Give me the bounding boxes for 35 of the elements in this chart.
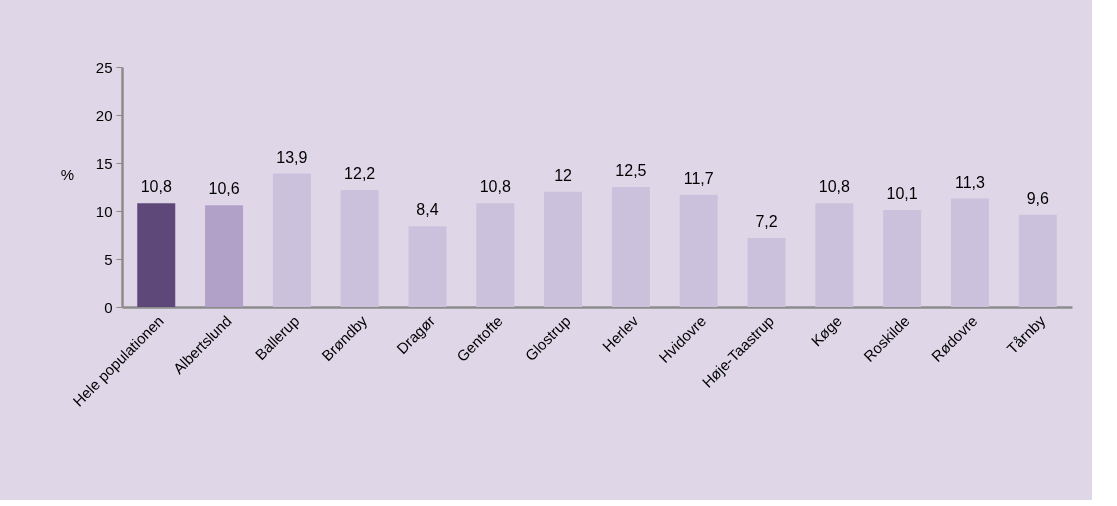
bar bbox=[747, 237, 786, 307]
bar bbox=[1018, 214, 1057, 307]
bar bbox=[340, 189, 379, 307]
data-label: 7,2 bbox=[755, 212, 778, 230]
data-label: 8,4 bbox=[416, 201, 439, 219]
data-label: 12,5 bbox=[615, 162, 647, 179]
data-label: 11,3 bbox=[954, 173, 986, 191]
data-label: 12,2 bbox=[344, 164, 376, 182]
bar bbox=[611, 187, 650, 307]
bar bbox=[205, 205, 244, 307]
bar bbox=[137, 203, 176, 307]
y-tick-label: 15 bbox=[95, 154, 113, 172]
bar bbox=[272, 173, 311, 307]
data-label: 9,6 bbox=[1026, 189, 1049, 207]
data-label: 10,1 bbox=[886, 185, 918, 203]
y-tick-label: 25 bbox=[95, 58, 113, 76]
data-label: 10,8 bbox=[818, 178, 850, 196]
y-tick-label: 5 bbox=[104, 250, 113, 268]
data-label: 10,6 bbox=[208, 180, 240, 198]
bar bbox=[408, 226, 447, 307]
y-tick-label: 20 bbox=[95, 106, 113, 124]
data-label: 13,9 bbox=[276, 148, 308, 166]
y-tick-label: 0 bbox=[104, 298, 113, 316]
bar bbox=[679, 194, 718, 307]
data-label: 10,8 bbox=[140, 178, 172, 196]
bar bbox=[950, 198, 989, 307]
y-tick-label: 10 bbox=[95, 202, 113, 220]
data-label: 12 bbox=[554, 166, 573, 184]
bar bbox=[815, 203, 854, 307]
bar bbox=[883, 210, 922, 307]
bar bbox=[476, 203, 515, 307]
y-axis-title: % bbox=[60, 165, 75, 183]
bar bbox=[544, 191, 583, 307]
data-label: 11,7 bbox=[683, 169, 714, 187]
data-label: 10,8 bbox=[479, 178, 511, 196]
